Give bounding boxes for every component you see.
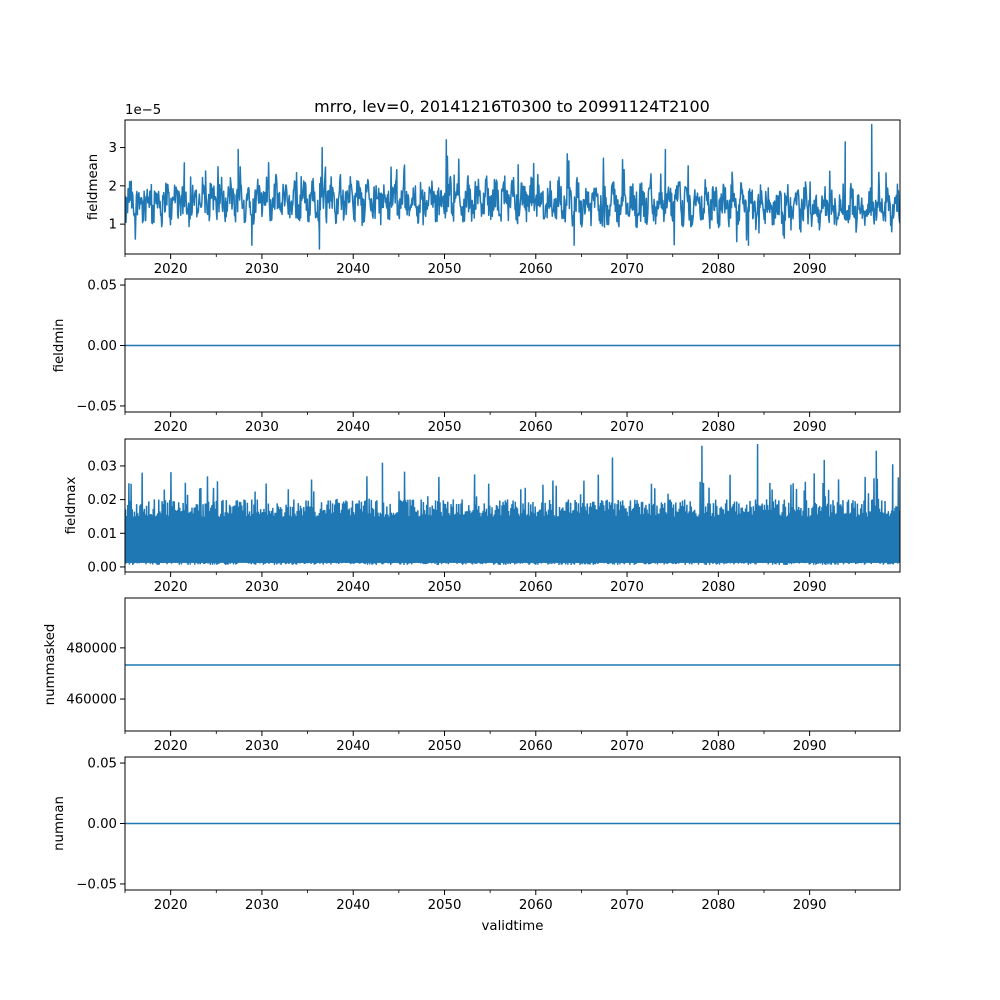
x-tick-label: 2080 bbox=[701, 580, 735, 595]
x-tick-label: 2040 bbox=[336, 580, 370, 595]
x-tick-label: 2040 bbox=[336, 898, 370, 913]
x-tick-label: 2060 bbox=[519, 262, 553, 277]
x-tick-label: 2030 bbox=[245, 262, 279, 277]
x-tick-label: 2070 bbox=[610, 739, 644, 754]
x-tick-label: 2080 bbox=[701, 262, 735, 277]
x-tick-label: 2020 bbox=[154, 898, 188, 913]
series-group bbox=[125, 123, 900, 250]
y-axis-label: fieldmin bbox=[52, 319, 67, 373]
y-tick-label: 460000 bbox=[66, 693, 117, 708]
x-tick-label: 2050 bbox=[428, 420, 462, 435]
y-tick-label: 0.03 bbox=[87, 460, 117, 475]
x-tick-label: 2090 bbox=[793, 898, 827, 913]
x-tick-label: 2020 bbox=[154, 420, 188, 435]
x-tick-label: 2040 bbox=[336, 739, 370, 754]
x-tick-label: 2070 bbox=[610, 262, 644, 277]
panel-nummasked: 2020 2030 2040 2050 2060 2070 2080 2090 460000 48… bbox=[43, 597, 901, 754]
x-tick-label: 2080 bbox=[701, 739, 735, 754]
y-axis-label: fieldmax bbox=[64, 477, 79, 535]
axes-frame bbox=[124, 597, 901, 732]
y-tick-label: 0.00 bbox=[87, 339, 117, 354]
x-tick-label: 2070 bbox=[610, 898, 644, 913]
figure-title: mrro, lev=0, 20141216T0300 to 20991124T2… bbox=[314, 97, 710, 116]
x-tick-label: 2030 bbox=[245, 739, 279, 754]
x-tick-label: 2090 bbox=[793, 420, 827, 435]
y-offset-text: 1e−5 bbox=[125, 103, 161, 118]
x-tick-label: 2040 bbox=[336, 420, 370, 435]
y-tick-label: 2 bbox=[109, 179, 117, 194]
y-tick-label: −0.05 bbox=[76, 400, 117, 415]
x-tick-label: 2060 bbox=[519, 898, 553, 913]
x-tick-label: 2090 bbox=[793, 262, 827, 277]
x-tick-label: 2030 bbox=[245, 898, 279, 913]
x-tick-label: 2050 bbox=[428, 262, 462, 277]
x-tick-label: 2020 bbox=[154, 580, 188, 595]
x-axis-label: validtime bbox=[482, 919, 544, 934]
y-tick-label: 0.01 bbox=[87, 527, 117, 542]
y-tick-label: 1 bbox=[109, 218, 117, 233]
x-tick-label: 2020 bbox=[154, 262, 188, 277]
panel-fieldmin: 2020 2030 2040 2050 2060 2070 2080 2090 −0.05 0.0… bbox=[52, 278, 901, 435]
y-axis-label: numnan bbox=[52, 796, 67, 851]
panel-fieldmax: 2020 2030 2040 2050 2060 2070 2080 2090 0.00 0.01… bbox=[64, 438, 901, 595]
y-tick-label: 0.00 bbox=[87, 817, 117, 832]
x-tick-label: 2050 bbox=[428, 580, 462, 595]
x-tick-label: 2050 bbox=[428, 898, 462, 913]
x-tick-label: 2070 bbox=[610, 420, 644, 435]
axes-frame bbox=[124, 119, 901, 255]
y-tick-label: 0.02 bbox=[87, 493, 117, 508]
y-tick-label: 3 bbox=[109, 141, 117, 156]
x-tick-label: 2050 bbox=[428, 739, 462, 754]
x-tick-label: 2090 bbox=[793, 580, 827, 595]
y-tick-label: 0.05 bbox=[87, 757, 117, 772]
y-axis-label: fieldmean bbox=[86, 154, 101, 220]
x-tick-label: 2060 bbox=[519, 420, 553, 435]
y-tick-label: 480000 bbox=[66, 641, 117, 656]
x-tick-label: 2090 bbox=[793, 739, 827, 754]
x-tick-label: 2080 bbox=[701, 898, 735, 913]
y-tick-label: 0.05 bbox=[87, 279, 117, 294]
x-tick-label: 2070 bbox=[610, 580, 644, 595]
x-tick-label: 2030 bbox=[245, 580, 279, 595]
panel-numnan: 2020 2030 2040 2050 2060 2070 2080 2090 −0.05 0.0… bbox=[52, 756, 901, 934]
series-band-fieldmax bbox=[125, 518, 900, 563]
x-tick-label: 2060 bbox=[519, 580, 553, 595]
y-tick-label: −0.05 bbox=[76, 878, 117, 893]
panel-fieldmean: 2020 2030 2040 2050 2060 2070 2080 2090 1 2 3 field… bbox=[86, 103, 901, 277]
x-tick-label: 2040 bbox=[336, 262, 370, 277]
x-tick-label: 2030 bbox=[245, 420, 279, 435]
x-tick-label: 2060 bbox=[519, 739, 553, 754]
x-tick-label: 2020 bbox=[154, 739, 188, 754]
y-axis-label: nummasked bbox=[43, 624, 58, 706]
series-line-fieldmean bbox=[125, 123, 900, 250]
y-tick-label: 0.00 bbox=[87, 561, 117, 576]
series-group bbox=[125, 444, 900, 566]
axes-frame bbox=[124, 438, 901, 573]
x-tick-label: 2080 bbox=[701, 420, 735, 435]
